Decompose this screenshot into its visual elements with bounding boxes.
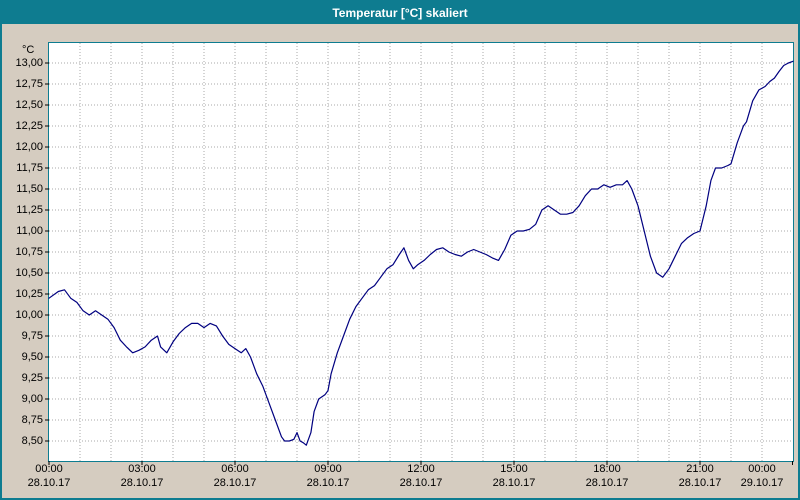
x-tick-time-label: 09:00 xyxy=(314,463,342,475)
window-title: Temperatur [°C] skaliert xyxy=(332,6,468,20)
x-tick-date-label: 28.10.17 xyxy=(399,477,443,489)
temperature-series-line xyxy=(48,60,794,446)
y-axis-labels: 13,00 12,75 12,50 12,25 12,00 11,75 11,50 11,25… xyxy=(2,43,45,461)
y-tick-label: 10,00 xyxy=(15,309,43,321)
x-tick-time-label: 21:00 xyxy=(686,463,714,475)
x-tick-date-label: 28.10.17 xyxy=(678,477,722,489)
y-tick-label: 9,75 xyxy=(21,330,43,342)
y-tick-label: 11,75 xyxy=(16,162,43,174)
temperature-line-chart xyxy=(45,43,794,465)
y-tick-label: 11,25 xyxy=(16,204,43,216)
x-tick-date-label: 28.10.17 xyxy=(120,477,164,489)
x-tick-time-label: 15:00 xyxy=(500,463,528,475)
plot-area xyxy=(45,42,794,465)
y-tick-label: 12,25 xyxy=(15,120,43,132)
x-tick-time-label: 03:00 xyxy=(128,463,156,475)
y-tick-label: 11,50 xyxy=(16,183,43,195)
y-tick-label: 10,75 xyxy=(15,246,43,258)
y-tick-label: 8,50 xyxy=(21,435,43,447)
x-tick-date-label: 28.10.17 xyxy=(306,477,350,489)
y-tick-label: 9,00 xyxy=(21,393,43,405)
gridlines xyxy=(49,43,793,461)
y-tick-label: 10,25 xyxy=(15,288,43,300)
x-tick-time-label: 00:00 xyxy=(748,463,776,475)
x-tick-date-label: 28.10.17 xyxy=(585,477,629,489)
x-tick-date-label: 28.10.17 xyxy=(213,477,257,489)
y-tick-label: 12,75 xyxy=(15,78,43,90)
x-tick-time-label: 00:00 xyxy=(35,463,63,475)
x-axis-labels: 00:00 28.10.17 03:00 28.10.17 06:00 28.10.17 0… xyxy=(28,461,793,497)
axis-tick-marks xyxy=(45,62,793,465)
y-tick-label: 8,75 xyxy=(21,414,43,426)
x-tick-date-label: 28.10.17 xyxy=(27,477,71,489)
y-tick-label: 12,50 xyxy=(15,99,43,111)
y-tick-label: 13,00 xyxy=(15,57,43,69)
y-tick-label: 9,50 xyxy=(21,351,43,363)
x-tick-time-label: 06:00 xyxy=(221,463,249,475)
y-tick-label: 12,00 xyxy=(15,141,43,153)
window-titlebar: Temperatur [°C] skaliert xyxy=(2,2,798,24)
x-tick-time-label: 18:00 xyxy=(593,463,621,475)
y-tick-label: 9,25 xyxy=(21,372,43,384)
y-tick-label: 11,00 xyxy=(16,225,43,237)
x-tick-date-label: 29.10.17 xyxy=(740,477,784,489)
y-tick-label: 10,50 xyxy=(15,267,43,279)
x-tick-date-label: 28.10.17 xyxy=(492,477,536,489)
y-axis-unit-label: °C xyxy=(22,44,35,56)
x-tick-time-label: 12:00 xyxy=(407,463,435,475)
